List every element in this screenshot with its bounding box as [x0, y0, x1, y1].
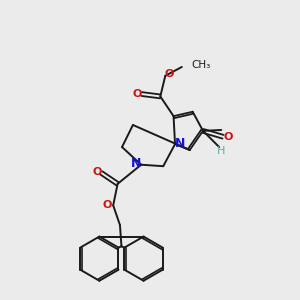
Text: O: O: [223, 132, 232, 142]
Text: N: N: [175, 137, 185, 150]
Text: O: O: [102, 200, 111, 210]
Text: O: O: [132, 89, 142, 99]
Text: H: H: [217, 146, 225, 157]
Text: O: O: [92, 167, 101, 177]
Text: CH₃: CH₃: [191, 61, 211, 70]
Text: O: O: [164, 69, 173, 79]
Text: N: N: [131, 157, 141, 170]
